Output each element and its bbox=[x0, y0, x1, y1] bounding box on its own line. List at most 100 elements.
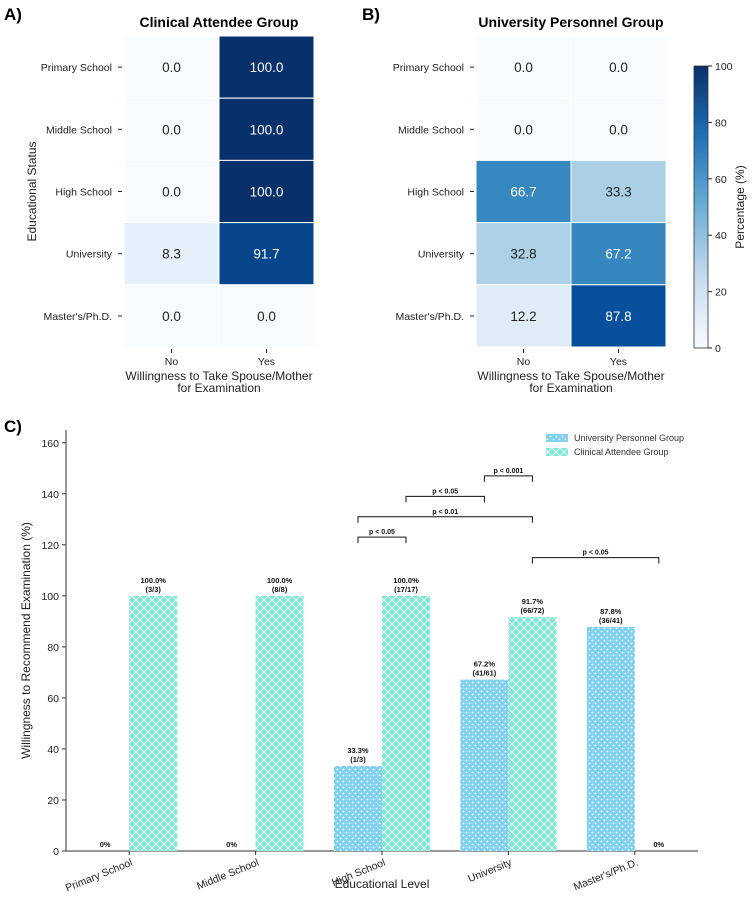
bar-university-personnel-group bbox=[460, 679, 509, 851]
cell-value: 8.3 bbox=[162, 247, 181, 262]
heatmap-cell bbox=[475, 222, 572, 286]
y-tick-label: 140 bbox=[41, 489, 59, 501]
row-label-middle-school: Middle School bbox=[46, 124, 112, 136]
heatmap-cell bbox=[570, 97, 667, 161]
significance-label: p < 0.05 bbox=[583, 550, 609, 557]
cell-value: 0.0 bbox=[257, 309, 276, 324]
bar-value-label: 33.3% bbox=[347, 746, 369, 755]
cell-value: 0.0 bbox=[514, 60, 533, 75]
y-tick-label: 40 bbox=[47, 744, 59, 756]
row-label-master-s-ph-d: Master's/Ph.D. bbox=[43, 311, 112, 323]
cell-value: 100.0 bbox=[250, 60, 284, 75]
colorbar: 0 20 40 60 80 100 Percentage (%) bbox=[693, 61, 747, 355]
panel-label-a: A) bbox=[4, 5, 22, 24]
colorbar-tick-label: 60 bbox=[715, 174, 727, 186]
x-axis-label: for Examination bbox=[177, 381, 260, 395]
bar-clinical-attendee-group bbox=[508, 617, 557, 851]
bar-count-label: (41/61) bbox=[473, 669, 497, 678]
row-label-university: University bbox=[418, 249, 465, 261]
bar-value-label: 91.7% bbox=[522, 597, 544, 606]
heatmap-cell bbox=[475, 97, 572, 161]
bar-university-personnel-group bbox=[333, 766, 382, 851]
bar-value-label: 0% bbox=[226, 840, 237, 849]
heatmap-cell bbox=[218, 35, 315, 99]
cell-value: 0.0 bbox=[162, 309, 181, 324]
bar-count-label: (1/3) bbox=[350, 755, 366, 764]
x-axis-label: Willingness to Take Spouse/Mother bbox=[125, 369, 312, 383]
row-label-primary-school: Primary School bbox=[393, 62, 464, 74]
heatmap-clinical-attendee: Clinical Attendee Group Primary School 0.0… bbox=[25, 14, 315, 395]
panel-label-c: C) bbox=[4, 417, 22, 436]
heatmap-cell bbox=[123, 284, 220, 348]
heatmap-cell bbox=[218, 222, 315, 286]
heatmap-cell bbox=[218, 284, 315, 348]
heatmap-cell bbox=[475, 284, 572, 348]
cell-value: 0.0 bbox=[514, 122, 533, 137]
heatmap-cell bbox=[570, 159, 667, 224]
y-tick-label: 120 bbox=[41, 540, 59, 552]
category-label-middle-school: Middle School bbox=[195, 857, 261, 893]
cell-value: 0.0 bbox=[162, 60, 181, 75]
significance-bracket bbox=[405, 495, 485, 503]
colorbar-tick-label: 0 bbox=[715, 343, 721, 355]
col-label-no: No bbox=[517, 356, 531, 368]
cell-value: 67.2 bbox=[605, 247, 631, 262]
colorbar-scale bbox=[693, 65, 709, 349]
cell-value: 91.7 bbox=[253, 247, 279, 262]
cell-value: 0.0 bbox=[162, 185, 181, 200]
y-axis-label: Educational Status bbox=[25, 141, 39, 241]
y-axis-label: Willingness to Recommend Examination (%) bbox=[19, 522, 33, 759]
bar-university-personnel-group bbox=[586, 626, 635, 851]
bar-count-label: (17/17) bbox=[394, 585, 418, 594]
bar-value-label: 0% bbox=[653, 840, 664, 849]
heatmap-cell bbox=[570, 222, 667, 286]
legend-label-university-personnel-group: University Personnel Group bbox=[574, 433, 684, 443]
category-label-master-s-ph-d: Master's/Ph.D. bbox=[572, 857, 640, 894]
cell-value: 100.0 bbox=[250, 122, 284, 137]
y-tick-label: 0 bbox=[53, 846, 59, 858]
bar-chart: 0 20 40 60 80 100 120 140 160 Willingness to Reco… bbox=[19, 430, 698, 894]
bar-value-label: 100.0% bbox=[140, 576, 166, 585]
colorbar-tick-label: 100 bbox=[715, 61, 733, 73]
x-axis-label: for Examination bbox=[529, 381, 612, 395]
cell-value: 0.0 bbox=[609, 122, 628, 137]
bar-count-label: (36/41) bbox=[599, 616, 623, 625]
cell-value: 32.8 bbox=[510, 247, 536, 262]
col-label-yes: Yes bbox=[610, 356, 627, 368]
row-label-high-school: High School bbox=[407, 187, 464, 199]
significance-bracket bbox=[531, 557, 660, 564]
y-tick-label: 100 bbox=[41, 591, 59, 603]
bar-value-label: 100.0% bbox=[393, 576, 419, 585]
category-label-university: University bbox=[466, 856, 514, 885]
significance-label: p < 0.05 bbox=[432, 488, 458, 495]
cell-value: 87.8 bbox=[605, 309, 631, 324]
bar-count-label: (8/8) bbox=[272, 585, 288, 594]
cell-value: 66.7 bbox=[510, 185, 536, 200]
panel-label-b: B) bbox=[362, 5, 380, 24]
bar-value-label: 100.0% bbox=[267, 576, 293, 585]
y-tick-label: 80 bbox=[47, 642, 59, 654]
significance-bracket bbox=[357, 516, 533, 523]
col-label-yes: Yes bbox=[258, 356, 275, 368]
cell-value: 12.2 bbox=[510, 309, 536, 324]
row-label-middle-school: Middle School bbox=[398, 124, 464, 136]
col-label-no: No bbox=[165, 356, 179, 368]
heatmap-cell bbox=[123, 97, 220, 161]
cell-value: 0.0 bbox=[162, 122, 181, 137]
y-tick-label: 20 bbox=[47, 795, 59, 807]
significance-label: p < 0.01 bbox=[432, 509, 458, 516]
bar-value-label: 87.8% bbox=[600, 607, 622, 616]
significance-label: p < 0.05 bbox=[369, 529, 395, 536]
heatmap-cell bbox=[475, 159, 572, 224]
heatmap-cell bbox=[475, 35, 572, 99]
heatmap-cell bbox=[218, 97, 315, 161]
bar-count-label: (66/72) bbox=[521, 606, 545, 615]
category-label-primary-school: Primary School bbox=[64, 857, 135, 895]
x-axis-label: Willingness to Take Spouse/Mother bbox=[477, 369, 664, 383]
significance-bracket bbox=[483, 475, 533, 482]
heatmap-title: Clinical Attendee Group bbox=[140, 14, 299, 30]
x-axis-label: Educational Level bbox=[335, 877, 430, 891]
row-label-master-s-ph-d: Master's/Ph.D. bbox=[395, 311, 464, 323]
colorbar-label: Percentage (%) bbox=[733, 165, 747, 248]
